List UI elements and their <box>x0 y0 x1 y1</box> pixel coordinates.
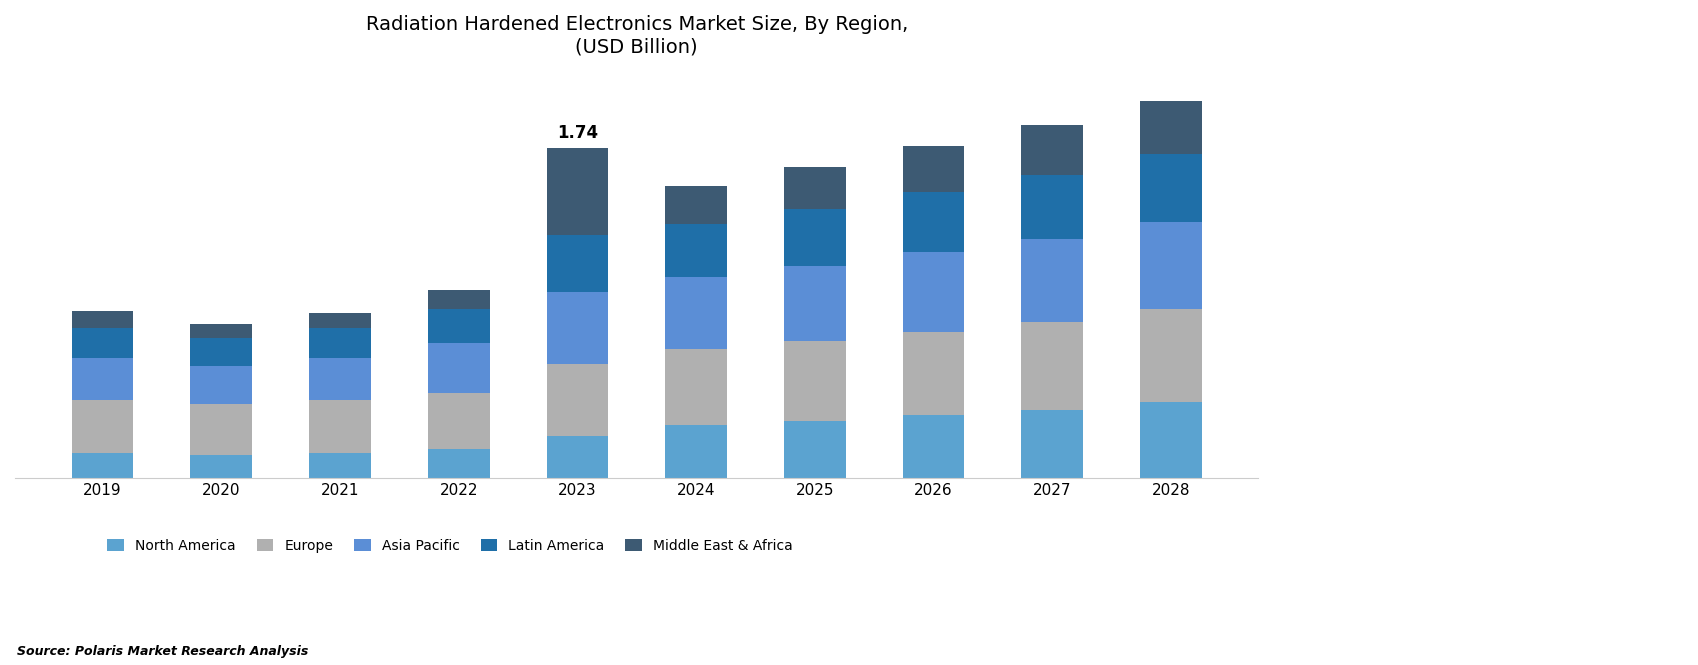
Bar <box>1141 222 1202 309</box>
Bar <box>784 341 846 421</box>
Bar <box>71 453 132 477</box>
Bar <box>71 358 132 400</box>
Bar <box>428 392 489 450</box>
Bar <box>547 364 608 436</box>
Bar <box>784 209 846 265</box>
Bar <box>428 343 489 392</box>
Bar <box>309 453 370 477</box>
Bar <box>666 224 727 277</box>
Bar <box>1022 410 1083 477</box>
Bar <box>784 265 846 341</box>
Bar <box>428 290 489 309</box>
Bar <box>309 313 370 328</box>
Bar <box>190 325 251 338</box>
Bar <box>666 349 727 425</box>
Bar <box>1022 125 1083 174</box>
Bar <box>71 311 132 328</box>
Text: 1.74: 1.74 <box>557 124 598 142</box>
Bar <box>1141 309 1202 402</box>
Bar <box>190 455 251 477</box>
Bar <box>71 328 132 358</box>
Bar <box>309 328 370 358</box>
Legend: North America, Europe, Asia Pacific, Latin America, Middle East & Africa: North America, Europe, Asia Pacific, Lat… <box>102 533 798 559</box>
Bar <box>903 415 964 477</box>
Bar <box>1022 239 1083 323</box>
Bar <box>1022 174 1083 239</box>
Bar <box>903 192 964 252</box>
Bar <box>428 450 489 477</box>
Text: Source: Polaris Market Research Analysis: Source: Polaris Market Research Analysis <box>17 645 309 658</box>
Bar <box>71 400 132 453</box>
Bar <box>1022 323 1083 410</box>
Bar <box>784 167 846 209</box>
Bar <box>547 148 608 235</box>
Bar <box>1141 154 1202 222</box>
Bar <box>309 400 370 453</box>
Bar <box>309 358 370 400</box>
Bar <box>1141 402 1202 477</box>
Bar <box>666 425 727 477</box>
Title: Radiation Hardened Electronics Market Size, By Region,
(USD Billion): Radiation Hardened Electronics Market Si… <box>365 15 908 56</box>
Bar <box>666 277 727 349</box>
Bar <box>903 146 964 192</box>
Bar <box>784 421 846 477</box>
Bar <box>428 309 489 343</box>
Bar <box>547 436 608 477</box>
Bar <box>547 235 608 292</box>
Bar <box>547 292 608 364</box>
Bar <box>190 338 251 366</box>
Bar <box>903 252 964 332</box>
Bar <box>190 366 251 404</box>
Bar <box>903 332 964 415</box>
Bar <box>190 404 251 455</box>
Bar <box>666 186 727 224</box>
Bar <box>1141 100 1202 154</box>
